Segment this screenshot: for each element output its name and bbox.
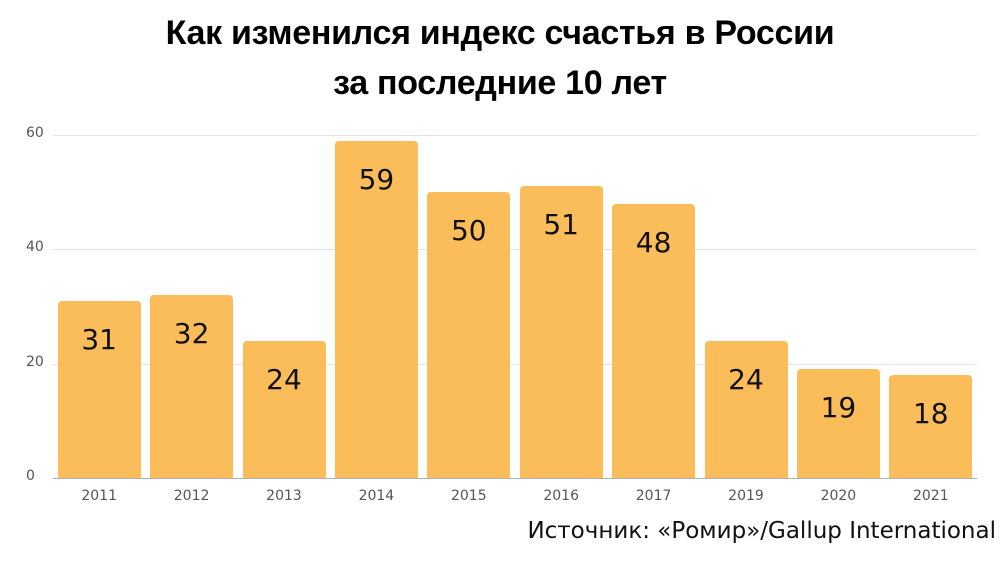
- source-note: Источник: «Ромир»/Gallup International: [527, 518, 996, 544]
- bar-2017: 48: [612, 203, 696, 478]
- x-axis-baseline: [53, 478, 977, 479]
- plot-area: 31 32 24 59 50 51 48 24 19 18: [53, 135, 977, 479]
- bar-2021: 18: [889, 375, 973, 478]
- bar-value-label: 50: [450, 214, 487, 248]
- x-tick-label: 2019: [728, 488, 764, 504]
- x-tick-label: 2016: [543, 488, 579, 504]
- gridline: [53, 135, 977, 136]
- gridline: [53, 363, 977, 365]
- bar-2020: 19: [796, 369, 880, 478]
- x-tick-label: 2020: [820, 488, 857, 504]
- chart-title-line-2: за последние 10 лет: [333, 64, 667, 102]
- x-tick-label: 2012: [173, 488, 210, 504]
- y-tick-label: 60: [26, 125, 44, 141]
- bar-2015: 50: [427, 192, 511, 478]
- bar-2014: 59: [334, 140, 418, 478]
- bar-value-label: 18: [912, 397, 949, 431]
- bar-value-label: 19: [820, 391, 857, 425]
- bar-value-label: 48: [635, 225, 672, 259]
- bar-2011: 31: [57, 300, 141, 478]
- bar-value-label: 32: [173, 317, 210, 351]
- gridline: [53, 249, 977, 251]
- bar-value-label: 51: [543, 208, 579, 242]
- y-tick-label: 0: [26, 468, 35, 484]
- x-tick-label: 2013: [266, 488, 302, 504]
- x-tick-label: 2021: [912, 488, 949, 504]
- x-tick-label: 2011: [81, 488, 117, 504]
- x-tick-label: 2015: [450, 488, 487, 504]
- y-tick-label: 40: [26, 239, 44, 256]
- bar-2013: 24: [242, 340, 326, 478]
- x-tick-label: 2014: [358, 488, 395, 504]
- bar-2019: 24: [704, 340, 788, 478]
- x-tick-label: 2017: [635, 488, 672, 504]
- bar-2016: 51: [519, 186, 603, 478]
- bar-2012: 32: [150, 295, 234, 478]
- bar-value-label: 59: [358, 162, 395, 196]
- y-tick-label: 20: [26, 353, 44, 370]
- chart-title-line-1: Как изменился индекс счастья в России: [165, 14, 835, 52]
- bar-value-label: 24: [266, 362, 302, 396]
- bar-value-label: 24: [728, 362, 764, 396]
- chart-title: Как изменился индекс счастья в России за…: [0, 8, 1000, 108]
- bar-value-label: 31: [81, 322, 117, 356]
